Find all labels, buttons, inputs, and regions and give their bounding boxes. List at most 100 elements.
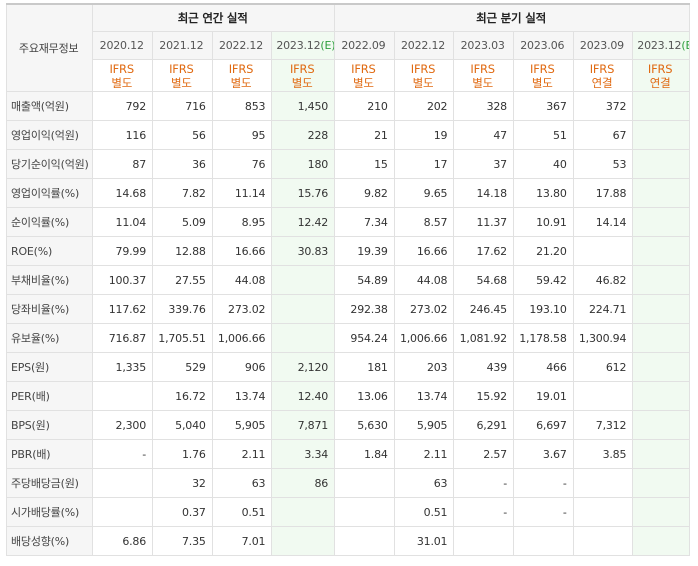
table-cell xyxy=(334,497,395,527)
accounting-standard: IFRS 연결 xyxy=(572,59,634,92)
row-label: PBR(배) xyxy=(5,439,94,469)
accounting-standard-line: IFRS xyxy=(169,61,194,76)
table-cell: 3.34 xyxy=(271,439,336,469)
table-cell: 15.76 xyxy=(271,178,336,208)
table-cell xyxy=(632,497,690,527)
table-cell: 8.95 xyxy=(211,207,273,237)
table-cell: 1,006.66 xyxy=(393,323,455,353)
table-cell xyxy=(334,526,395,556)
table-cell xyxy=(572,381,634,411)
table-cell: 17 xyxy=(393,149,455,179)
accounting-standard-line: 연결 xyxy=(649,75,671,90)
table-row: 배당성향(%) 6.86 7.35 7.01 31.01 xyxy=(5,526,690,556)
table-cell: 32 xyxy=(152,468,213,498)
table-cell: 3.85 xyxy=(572,439,634,469)
table-row: ROE(%) 79.99 12.88 16.66 30.83 19.39 16.66 17.6… xyxy=(5,236,690,266)
table-cell xyxy=(572,236,634,266)
table-cell: - xyxy=(453,497,514,527)
row-header-label: 주요재무정보 xyxy=(5,3,94,92)
table-cell: 0.51 xyxy=(211,497,273,527)
table-cell: 15.92 xyxy=(453,381,514,411)
accounting-standard-line: 별도 xyxy=(531,75,553,90)
accounting-standard: IFRS 연결 xyxy=(632,59,690,92)
table-cell: 14.68 xyxy=(92,178,154,208)
period-row: 2020.12 2021.12 2022.12 2023.12(E) 2022.09 20… xyxy=(7,31,690,60)
table-cell xyxy=(632,120,690,150)
table-cell: 2,120 xyxy=(271,352,336,382)
accounting-standard-line: IFRS xyxy=(647,61,673,76)
table-cell: 954.24 xyxy=(334,323,395,353)
table-row: 유보율(%) 716.87 1,705.51 1,006.66 954.24 1,006.… xyxy=(5,323,690,353)
table-cell: 193.10 xyxy=(512,294,574,324)
table-cell: 1,335 xyxy=(92,352,154,382)
accounting-standard-line: IFRS xyxy=(289,61,315,76)
table-cell: 5.09 xyxy=(152,207,213,237)
table-row: EPS(원) 1,335 529 906 2,120 181 203 439 466 612 xyxy=(5,352,690,382)
table-cell xyxy=(572,497,634,527)
table-cell: 16.66 xyxy=(393,236,455,266)
table-cell xyxy=(512,526,574,556)
table-cell xyxy=(632,294,690,324)
table-cell xyxy=(453,526,514,556)
table-row: 순이익률(%) 11.04 5.09 8.95 12.42 7.34 8.57 11.37 10… xyxy=(5,207,690,237)
table-cell: 5,905 xyxy=(211,410,273,440)
table-cell xyxy=(271,323,336,353)
period-header: 2023.09 xyxy=(572,31,634,60)
period-header: 2022.12 xyxy=(211,31,273,60)
table-cell: 95 xyxy=(211,120,273,150)
table-cell xyxy=(632,91,690,121)
accounting-standard-line: IFRS xyxy=(228,61,254,76)
table-cell: 13.74 xyxy=(393,381,455,411)
table-cell: 612 xyxy=(572,352,634,382)
row-label: 부채비율(%) xyxy=(5,265,94,295)
table-cell: 7.35 xyxy=(152,526,213,556)
table-cell: 14.14 xyxy=(572,207,634,237)
table-cell: 2.57 xyxy=(453,439,514,469)
row-label: 순이익률(%) xyxy=(5,207,94,237)
row-label: BPS(원) xyxy=(5,410,94,440)
table-cell: 86 xyxy=(271,468,336,498)
table-cell: 339.76 xyxy=(152,294,213,324)
table-cell: 716 xyxy=(152,91,213,121)
table-cell: 1,178.58 xyxy=(512,323,574,353)
table-cell xyxy=(632,323,690,353)
table-cell: 1.84 xyxy=(334,439,395,469)
table-row: 시가배당률(%) 0.37 0.51 0.51- - xyxy=(5,497,690,527)
accounting-standard-line: IFRS xyxy=(470,61,495,76)
table-cell xyxy=(572,526,634,556)
table-cell xyxy=(92,497,154,527)
estimate-marker: (E) xyxy=(320,39,335,52)
table-cell xyxy=(334,468,395,498)
table-cell: 56 xyxy=(152,120,213,150)
table-cell: 1.76 xyxy=(152,439,213,469)
table-cell: 792 xyxy=(92,91,154,121)
table-cell xyxy=(632,207,690,237)
table-cell: 9.82 xyxy=(334,178,395,208)
table-cell: 246.45 xyxy=(453,294,514,324)
table-cell: 7,871 xyxy=(271,410,336,440)
table-cell: 12.88 xyxy=(152,236,213,266)
accounting-standard: IFRS 별도 xyxy=(334,59,395,92)
table-cell: 210 xyxy=(334,91,395,121)
table-cell: 228 xyxy=(271,120,336,150)
accounting-standard-line: 별도 xyxy=(170,75,192,90)
table-cell: 37 xyxy=(453,149,514,179)
table-cell xyxy=(632,178,690,208)
table-cell: 117.62 xyxy=(92,294,154,324)
table-cell: 76 xyxy=(211,149,273,179)
table-row: 당좌비율(%) 117.62 339.76 273.02 292.38 273.02 246… xyxy=(5,294,690,324)
table-cell: 11.14 xyxy=(211,178,273,208)
table-cell xyxy=(271,526,336,556)
table-cell: 19 xyxy=(393,120,455,150)
table-cell: 1,450 xyxy=(271,91,336,121)
table-cell: 1,006.66 xyxy=(211,323,273,353)
table-cell: 181 xyxy=(334,352,395,382)
table-cell: 10.91 xyxy=(512,207,574,237)
table-cell: - xyxy=(92,439,154,469)
table-cell xyxy=(92,468,154,498)
table-cell: 15 xyxy=(334,149,395,179)
table-cell: 53 xyxy=(572,149,634,179)
table-cell: 17.62 xyxy=(453,236,514,266)
group-quarter-header: 최근 분기 실적 xyxy=(334,3,690,32)
table-cell: 202 xyxy=(393,91,455,121)
